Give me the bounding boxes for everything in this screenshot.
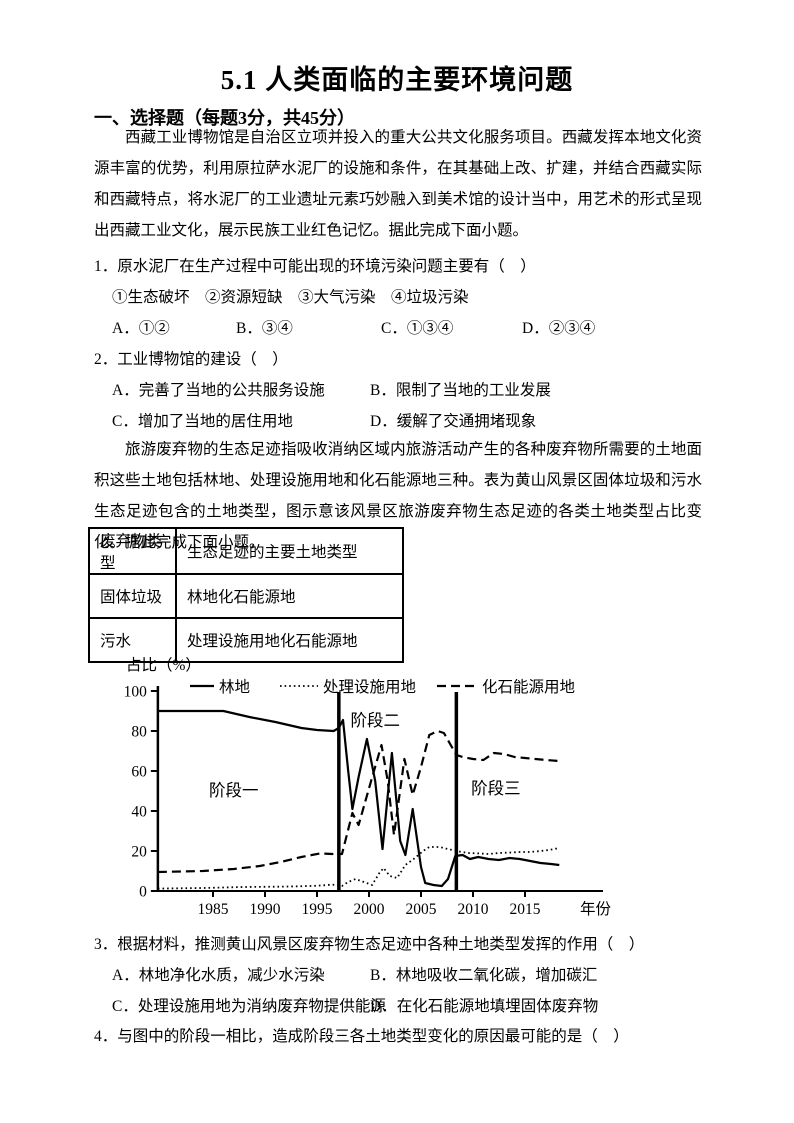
choice-a: A．林地净化水质，减少水污染	[112, 967, 325, 984]
header-cell: 废弃物类型	[88, 527, 177, 575]
choice-c: C．①③④	[381, 320, 454, 337]
question-3-stem: 3．根据材料，推测黄山风景区废弃物生态足迹中各种土地类型发挥的作用（ ）	[94, 936, 645, 953]
svg-text:20: 20	[131, 844, 147, 861]
choice-b: B．限制了当地的工业发展	[370, 382, 551, 399]
choice-d: D．在化石能源地填埋固体废弃物	[370, 998, 599, 1015]
passage-2: 旅游废弃物的生态足迹指吸收消纳区域内旅游活动产生的各种废弃物所需要的土地面积这些…	[94, 441, 702, 551]
passage-1: 西藏工业博物馆是自治区立项并投入的重大公共文化服务项目。西藏发挥本地文化资源丰富…	[94, 129, 702, 239]
question-2: 2．工业博物馆的建设（ ） A．完善了当地的公共服务设施 B．限制了当地的工业发…	[94, 344, 734, 437]
svg-text:2015: 2015	[510, 901, 541, 918]
svg-text:化石能源用地: 化石能源用地	[482, 678, 575, 696]
svg-text:0: 0	[139, 884, 147, 901]
header-cell: 生态足迹的主要土地类型	[175, 527, 404, 575]
svg-text:占比（%）: 占比（%）	[126, 656, 201, 674]
choice-b: B．③④	[236, 320, 293, 337]
question-2-stem: 2．工业博物馆的建设（ ）	[94, 351, 288, 368]
question-1-stem: 1．原水泥厂在生产过程中可能出现的环境污染问题主要有（ ）	[94, 258, 536, 275]
svg-text:1990: 1990	[250, 901, 281, 918]
cell: 污水	[88, 617, 177, 663]
choice-d: D．缓解了交通拥堵现象	[370, 413, 537, 430]
question-1-choices: A．①② B．③④ C．①③④ D．②③④	[94, 313, 734, 344]
svg-text:100: 100	[124, 684, 148, 701]
section-heading: 一、选择题（每题3分，共45分）	[94, 108, 355, 128]
svg-text:年份: 年份	[580, 900, 612, 918]
choice-a: A．完善了当地的公共服务设施	[112, 382, 325, 399]
svg-text:60: 60	[131, 764, 147, 781]
question-1: 1．原水泥厂在生产过程中可能出现的环境污染问题主要有（ ） ①生态破坏 ②资源短…	[94, 251, 734, 344]
question-1-suboptions: ①生态破坏 ②资源短缺 ③大气污染 ④垃圾污染	[112, 289, 469, 306]
question-3-choices-cd: C．处理设施用地为消纳废弃物提供能源 D．在化石能源地填埋固体废弃物	[94, 991, 734, 1022]
footprint-land-table: 废弃物类型 生态足迹的主要土地类型 固体垃圾 林地化石能源地 污水 处理设施用地…	[88, 527, 404, 663]
cell: 固体垃圾	[88, 573, 177, 619]
question-2-choices-cd: C．增加了当地的居住用地 D．缓解了交通拥堵现象	[94, 406, 734, 437]
cell: 林地化石能源地	[175, 573, 404, 619]
svg-text:林地: 林地	[219, 678, 250, 696]
land-type-share-chart: 0 20 40 60 80 100 占比（%） 1985 1990 1995 2000 2005 201…	[100, 650, 620, 930]
table-row: 固体垃圾 林地化石能源地	[88, 573, 404, 619]
svg-text:2000: 2000	[354, 901, 385, 918]
table-header-row: 废弃物类型 生态足迹的主要土地类型	[88, 527, 404, 575]
question-2-choices-ab: A．完善了当地的公共服务设施 B．限制了当地的工业发展	[94, 375, 734, 406]
question-3-choices-ab: A．林地净化水质，减少水污染 B．林地吸收二氧化碳，增加碳汇	[94, 960, 734, 991]
question-3: 3．根据材料，推测黄山风景区废弃物生态足迹中各种土地类型发挥的作用（ ） A．林…	[94, 929, 734, 1022]
choice-c: C．处理设施用地为消纳废弃物提供能源	[112, 998, 386, 1015]
choice-b: B．林地吸收二氧化碳，增加碳汇	[370, 967, 598, 984]
cell: 处理设施用地化石能源地	[175, 617, 404, 663]
choice-c: C．增加了当地的居住用地	[112, 413, 293, 430]
svg-text:1995: 1995	[302, 901, 333, 918]
question-4: 4．与图中的阶段一相比，造成阶段三各土地类型变化的原因最可能的是（ ）	[94, 1021, 734, 1052]
choice-a: A．①②	[112, 320, 170, 337]
svg-text:80: 80	[131, 724, 147, 741]
page-title: 5.1 人类面临的主要环境问题	[220, 65, 574, 95]
svg-text:处理设施用地: 处理设施用地	[323, 678, 416, 696]
svg-text:阶段二: 阶段二	[350, 711, 400, 730]
question-4-stem: 4．与图中的阶段一相比，造成阶段三各土地类型变化的原因最可能的是（ ）	[94, 1028, 629, 1045]
chart-svg: 0 20 40 60 80 100 占比（%） 1985 1990 1995 2000 2005 201…	[124, 656, 612, 918]
svg-text:阶段三: 阶段三	[471, 779, 521, 798]
svg-text:2010: 2010	[458, 901, 489, 918]
svg-text:40: 40	[131, 804, 147, 821]
svg-text:1985: 1985	[198, 901, 229, 918]
table-row: 污水 处理设施用地化石能源地	[88, 617, 404, 663]
svg-text:阶段一: 阶段一	[209, 781, 259, 800]
svg-text:2005: 2005	[406, 901, 437, 918]
choice-d: D．②③④	[522, 320, 596, 337]
